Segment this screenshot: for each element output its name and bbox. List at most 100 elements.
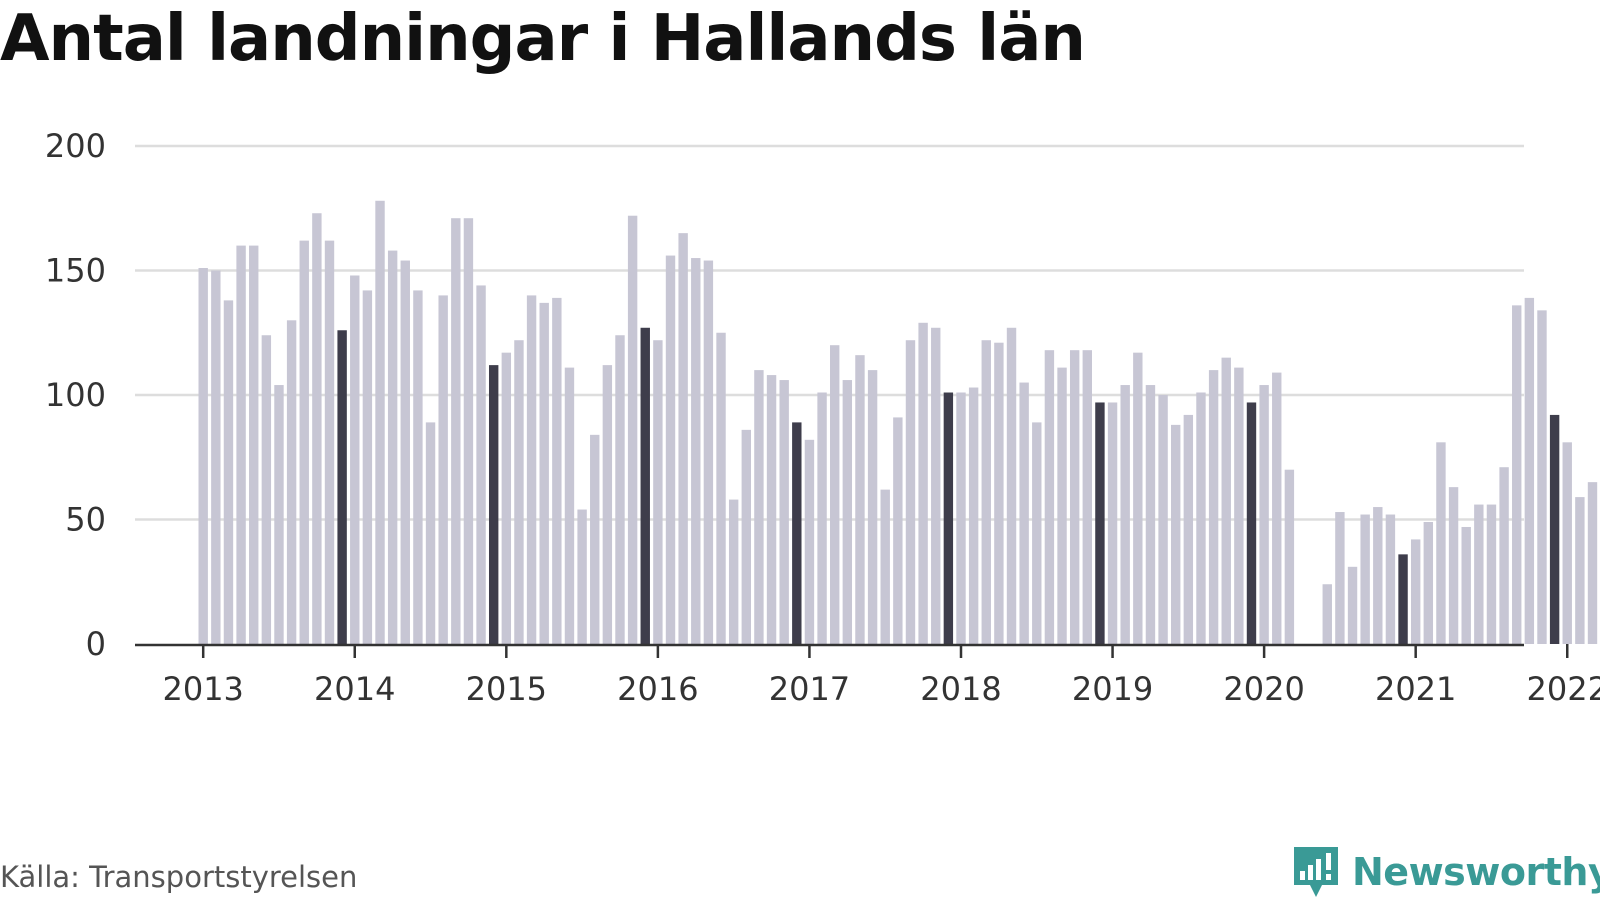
bar — [1323, 584, 1332, 644]
bar — [767, 375, 776, 644]
bar — [1259, 385, 1268, 644]
bar — [464, 218, 473, 644]
bar — [1474, 505, 1483, 644]
bar — [426, 422, 435, 644]
bar — [540, 303, 549, 644]
bar — [527, 295, 536, 644]
bar — [1209, 370, 1218, 644]
brand-logo[interactable]: Newsworthy — [1292, 842, 1600, 902]
bar — [779, 380, 788, 644]
bar — [1234, 368, 1243, 644]
bar — [906, 340, 915, 644]
brand-name: Newsworthy — [1352, 850, 1600, 894]
bar — [211, 271, 220, 645]
bar — [742, 430, 751, 644]
bar — [1335, 512, 1344, 644]
bar — [729, 500, 738, 644]
bar — [1512, 305, 1521, 644]
bar — [1007, 328, 1016, 644]
bar — [514, 340, 523, 644]
bar — [287, 320, 296, 644]
bar-december — [1247, 402, 1256, 644]
x-tick-label: 2015 — [466, 670, 547, 708]
bar — [388, 251, 397, 644]
y-tick-label: 100 — [45, 376, 106, 414]
bar-december — [944, 393, 953, 644]
bar — [969, 388, 978, 644]
bar — [577, 510, 586, 644]
bar — [1120, 385, 1129, 644]
bar — [956, 393, 965, 644]
bar — [236, 246, 245, 644]
bar-december — [1398, 554, 1407, 644]
source-note: Källa: Transportstyrelsen — [0, 860, 357, 894]
x-tick-label: 2014 — [314, 670, 395, 708]
bar — [401, 261, 410, 644]
bar — [438, 295, 447, 644]
x-tick-label: 2020 — [1223, 670, 1304, 708]
bar — [199, 268, 208, 644]
bar — [893, 417, 902, 644]
bar — [805, 440, 814, 644]
bar — [855, 355, 864, 644]
bar — [628, 216, 637, 644]
bar-december — [792, 422, 801, 644]
bar — [1045, 350, 1054, 644]
bar — [274, 385, 283, 644]
x-tick-label: 2021 — [1375, 670, 1456, 708]
x-tick-label: 2013 — [162, 670, 243, 708]
x-tick-label: 2017 — [769, 670, 850, 708]
bar — [868, 370, 877, 644]
bar — [1575, 497, 1584, 644]
bar — [1070, 350, 1079, 644]
bars — [199, 201, 1600, 644]
bar-december — [1095, 402, 1104, 644]
bar-december — [489, 365, 498, 644]
bar — [249, 246, 258, 644]
y-tick-label: 200 — [45, 127, 106, 165]
bar — [918, 323, 927, 644]
bar — [754, 370, 763, 644]
bar — [1222, 358, 1231, 644]
bar — [1360, 515, 1369, 644]
x-tick-label: 2022 — [1527, 670, 1600, 708]
bar — [262, 335, 271, 644]
bar — [830, 345, 839, 644]
bar — [413, 290, 422, 644]
bar — [1386, 515, 1395, 644]
bar — [502, 353, 511, 644]
bar — [843, 380, 852, 644]
x-tick-label: 2019 — [1072, 670, 1153, 708]
bar — [1537, 310, 1546, 644]
bar — [1133, 353, 1142, 644]
y-tick-label: 150 — [45, 252, 106, 290]
bar — [565, 368, 574, 644]
bar — [1487, 505, 1496, 644]
bar-december — [1550, 415, 1559, 644]
bar — [931, 328, 940, 644]
bar — [552, 298, 561, 644]
bar — [1083, 350, 1092, 644]
bar — [666, 256, 675, 644]
bar — [1057, 368, 1066, 644]
bar — [350, 275, 359, 644]
bar — [300, 241, 309, 644]
bar — [1462, 527, 1471, 644]
bar — [1588, 482, 1597, 644]
bar — [704, 261, 713, 644]
bar — [1108, 402, 1117, 644]
bar — [603, 365, 612, 644]
bar — [1373, 507, 1382, 644]
bar-december — [337, 330, 346, 644]
bar — [363, 290, 372, 644]
bar — [1272, 373, 1281, 644]
bar — [994, 343, 1003, 644]
bar — [1171, 425, 1180, 644]
bar — [312, 213, 321, 644]
bar — [691, 258, 700, 644]
y-tick-label: 50 — [65, 501, 106, 539]
bar-december — [641, 328, 650, 644]
